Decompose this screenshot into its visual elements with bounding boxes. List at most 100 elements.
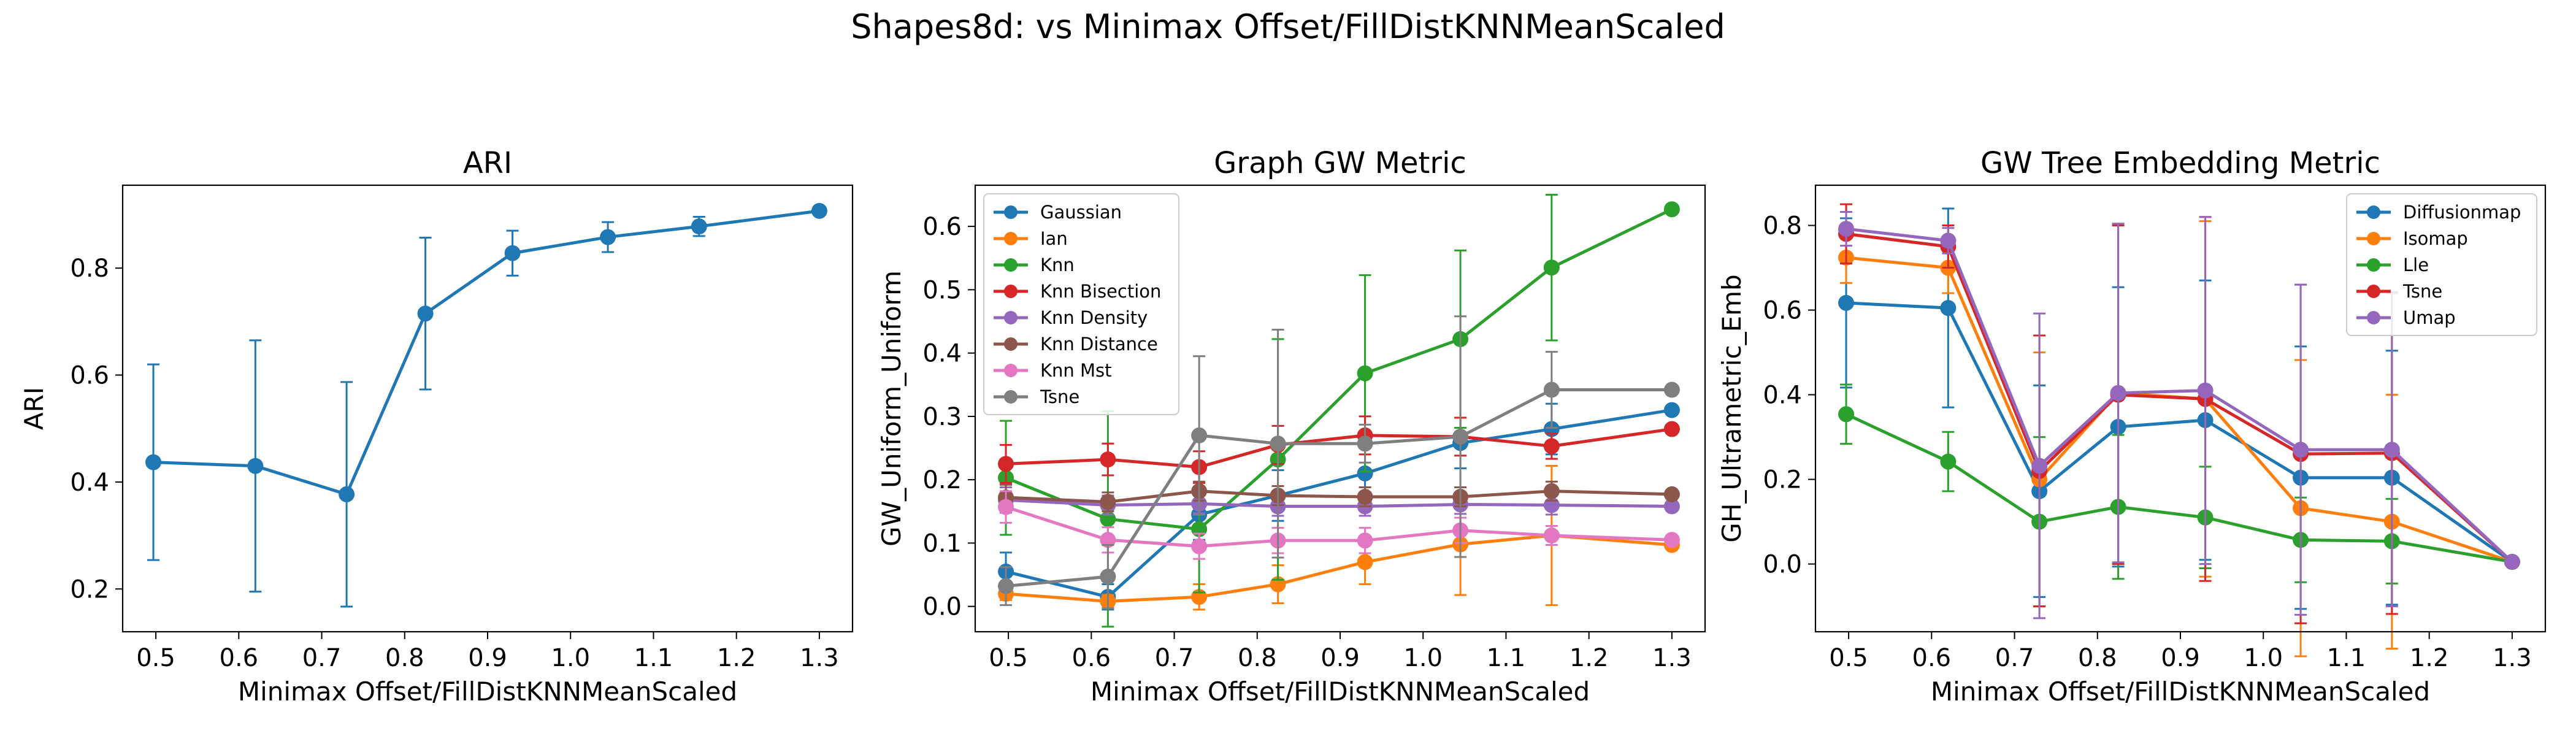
graph-gw-legend-entry-knn-density-marker xyxy=(1004,311,1018,324)
graph-gw-series-knn-distance-point xyxy=(1663,486,1680,502)
ari-x-tick-label: 1.3 xyxy=(800,644,839,672)
ari-y-tick-label: 0.6 xyxy=(70,362,109,390)
graph-gw-series-knn-bisection-point xyxy=(1100,451,1116,468)
graph-gw-legend-entry-tsne-label: Tsne xyxy=(1040,386,1079,407)
graph-gw-series-tsne xyxy=(998,315,1680,610)
ari-series-main-line xyxy=(153,209,820,496)
gw-tree-x-axis-label: Minimax Offset/FillDistKNNMeanScaled xyxy=(1931,677,2430,707)
graph-gw-series-tsne-point xyxy=(1452,428,1469,445)
figure-title: Shapes8d: vs Minimax Offset/FillDistKNNM… xyxy=(851,7,1725,46)
gw-tree-y-axis-label: GH_Ultrametric_Emb xyxy=(1717,274,1747,542)
gw-tree-series-umap-point xyxy=(2110,385,2126,401)
ari-series-main-point xyxy=(339,486,355,502)
graph-gw-y-tick-label: 0.1 xyxy=(922,529,962,558)
graph-gw-series-knn-mst-point xyxy=(1357,532,1373,549)
gw-tree-legend-entry-umap-marker xyxy=(2367,311,2380,324)
graph-gw-legend-entry-ian-label: Ian xyxy=(1040,228,1068,249)
graph-gw-y-tick-label: 0.3 xyxy=(922,403,962,431)
graph-gw-x-tick-label: 1.1 xyxy=(1487,644,1526,672)
graph-gw-legend-entry-gaussian-marker xyxy=(1004,205,1018,219)
graph-gw-x-tick-label: 0.7 xyxy=(1155,644,1194,672)
graph-gw-x-axis-label: Minimax Offset/FillDistKNNMeanScaled xyxy=(1091,677,1590,707)
ari-x-tick-label: 0.8 xyxy=(385,644,424,672)
ari-panel: ARI 0.5 0.6 0.7 0.8 0.9 1.0 1.1 1.2 1.3 0.2 0.4 0.6 0… xyxy=(19,146,854,707)
graph-gw-legend-entry-knn-bisection-marker xyxy=(1004,285,1018,298)
ari-series-main xyxy=(145,202,827,608)
graph-gw-y-tick-label: 0.0 xyxy=(922,593,962,621)
ari-series-main-point xyxy=(691,218,707,235)
gw-tree-series-umap-point xyxy=(2383,442,2400,458)
gw-tree-legend: Diffusionmap Isomap Lle Tsne Umap xyxy=(2346,193,2537,336)
ari-y-tick-label: 0.4 xyxy=(70,469,109,497)
graph-gw-x-tick-label: 1.0 xyxy=(1403,644,1443,672)
ari-title: ARI xyxy=(463,146,512,180)
gw-tree-legend-entry-isomap-marker xyxy=(2367,232,2380,245)
graph-gw-series-knn-distance-point xyxy=(1543,483,1560,499)
gw-tree-x-tick-label: 0.7 xyxy=(1995,644,2034,672)
gw-tree-x-tick-label: 1.2 xyxy=(2410,644,2449,672)
graph-gw-series-knn-mst-point xyxy=(1100,532,1116,548)
graph-gw-series-gaussian-point xyxy=(1357,465,1373,481)
ari-x-tick-label: 0.7 xyxy=(302,644,342,672)
gw-tree-y-tick-label: 0.2 xyxy=(1763,466,1802,494)
gw-tree-series-umap-point xyxy=(2031,458,2048,474)
graph-gw-series-tsne-line xyxy=(1005,388,1672,588)
graph-gw-series-knn-bisection-point xyxy=(1543,438,1560,454)
graph-gw-x-tick-label: 0.9 xyxy=(1321,644,1360,672)
ari-x-tick-label: 1.2 xyxy=(717,644,756,672)
graph-gw-series-knn-bisection-line xyxy=(1005,427,1673,469)
graph-gw-series-knn-point xyxy=(1663,201,1680,218)
ari-x-tick-label: 1.1 xyxy=(634,644,673,672)
graph-gw-legend: Gaussian Ian Knn Knn Bisection Knn Density Kn… xyxy=(983,193,1179,415)
gw-tree-y-tick-label: 0.8 xyxy=(1763,212,1802,240)
graph-gw-series-knn-distance-line xyxy=(1005,489,1672,504)
gw-tree-y-tick-label: 0.0 xyxy=(1763,551,1802,579)
graph-gw-series-tsne-point xyxy=(998,578,1014,594)
graph-gw-y-tick-label: 0.2 xyxy=(922,466,962,494)
ari-axes-frame xyxy=(121,184,854,633)
gw-tree-series-tsne-line xyxy=(1846,232,2513,563)
gw-tree-series-umap-line xyxy=(1846,227,2513,563)
graph-gw-legend-entry-knn-density-label: Knn Density xyxy=(1040,307,1148,328)
gw-tree-legend-entry-umap-label: Umap xyxy=(2403,307,2456,328)
graph-gw-legend-entry-knn-distance-label: Knn Distance xyxy=(1040,334,1158,355)
ari-x-tick-label: 1.0 xyxy=(551,644,590,672)
ari-y-tick-label: 0.2 xyxy=(70,575,109,604)
graph-gw-series-knn-mst-point xyxy=(1663,532,1680,548)
graph-gw-series-knn-distance-point xyxy=(1357,489,1373,505)
graph-gw-y-tick-label: 0.5 xyxy=(922,276,962,304)
graph-gw-y-tick-label: 0.6 xyxy=(922,213,962,241)
gw-tree-legend-entry-tsne-marker xyxy=(2367,285,2380,298)
gw-tree-series-umap-point xyxy=(1838,221,1855,237)
ari-x-axis-label: Minimax Offset/FillDistKNNMeanScaled xyxy=(238,677,737,707)
gw-tree-series-lle-line xyxy=(1845,413,2513,564)
graph-gw-series-gaussian-line xyxy=(1005,408,1673,599)
ari-series-main-point xyxy=(811,202,827,219)
graph-gw-series-knn-density-line xyxy=(1005,498,1672,508)
ari-x-tick-label: 0.6 xyxy=(220,644,259,672)
gw-tree-x-tick-label: 0.8 xyxy=(2078,644,2117,672)
graph-gw-series-knn-bisection-point xyxy=(998,456,1014,472)
graph-gw-legend-entry-knn-marker xyxy=(1004,258,1018,272)
graph-gw-legend-entry-knn-distance-marker xyxy=(1004,337,1018,351)
gw-tree-x-tick-label: 1.1 xyxy=(2327,644,2366,672)
graph-gw-series-tsne-point xyxy=(1100,569,1116,585)
graph-gw-title: Graph GW Metric xyxy=(1214,146,1466,180)
gw-tree-y-tick-label: 0.6 xyxy=(1763,297,1802,325)
ari-x-tick-label: 0.5 xyxy=(136,644,175,672)
graph-gw-x-tick-label: 1.3 xyxy=(1652,644,1692,672)
graph-gw-series-gaussian-point xyxy=(1663,402,1680,418)
graph-gw-series-ian-line xyxy=(1005,534,1673,603)
gw-tree-series-lle-point xyxy=(1838,406,1855,423)
gw-tree-series-umap-point xyxy=(1940,232,1957,249)
graph-gw-legend-entry-knn-mst-marker xyxy=(1004,364,1018,377)
ari-x-tick-label: 0.9 xyxy=(468,644,507,672)
graph-gw-series-knn-mst-point xyxy=(1543,527,1560,544)
graph-gw-series-knn-bisection-point xyxy=(1663,421,1680,437)
graph-gw-series-ian-point xyxy=(1357,554,1373,570)
gw-tree-x-tick-label: 1.3 xyxy=(2493,644,2532,672)
graph-gw-metric-panel: Graph GW Metric 0.5 0.6 0.7 0.8 0.9 1.0 1.1 1.2 1… xyxy=(876,146,1706,707)
gw-tree-axes-frame xyxy=(1814,184,2547,633)
graph-gw-series-knn-mst-line xyxy=(1005,505,1673,548)
